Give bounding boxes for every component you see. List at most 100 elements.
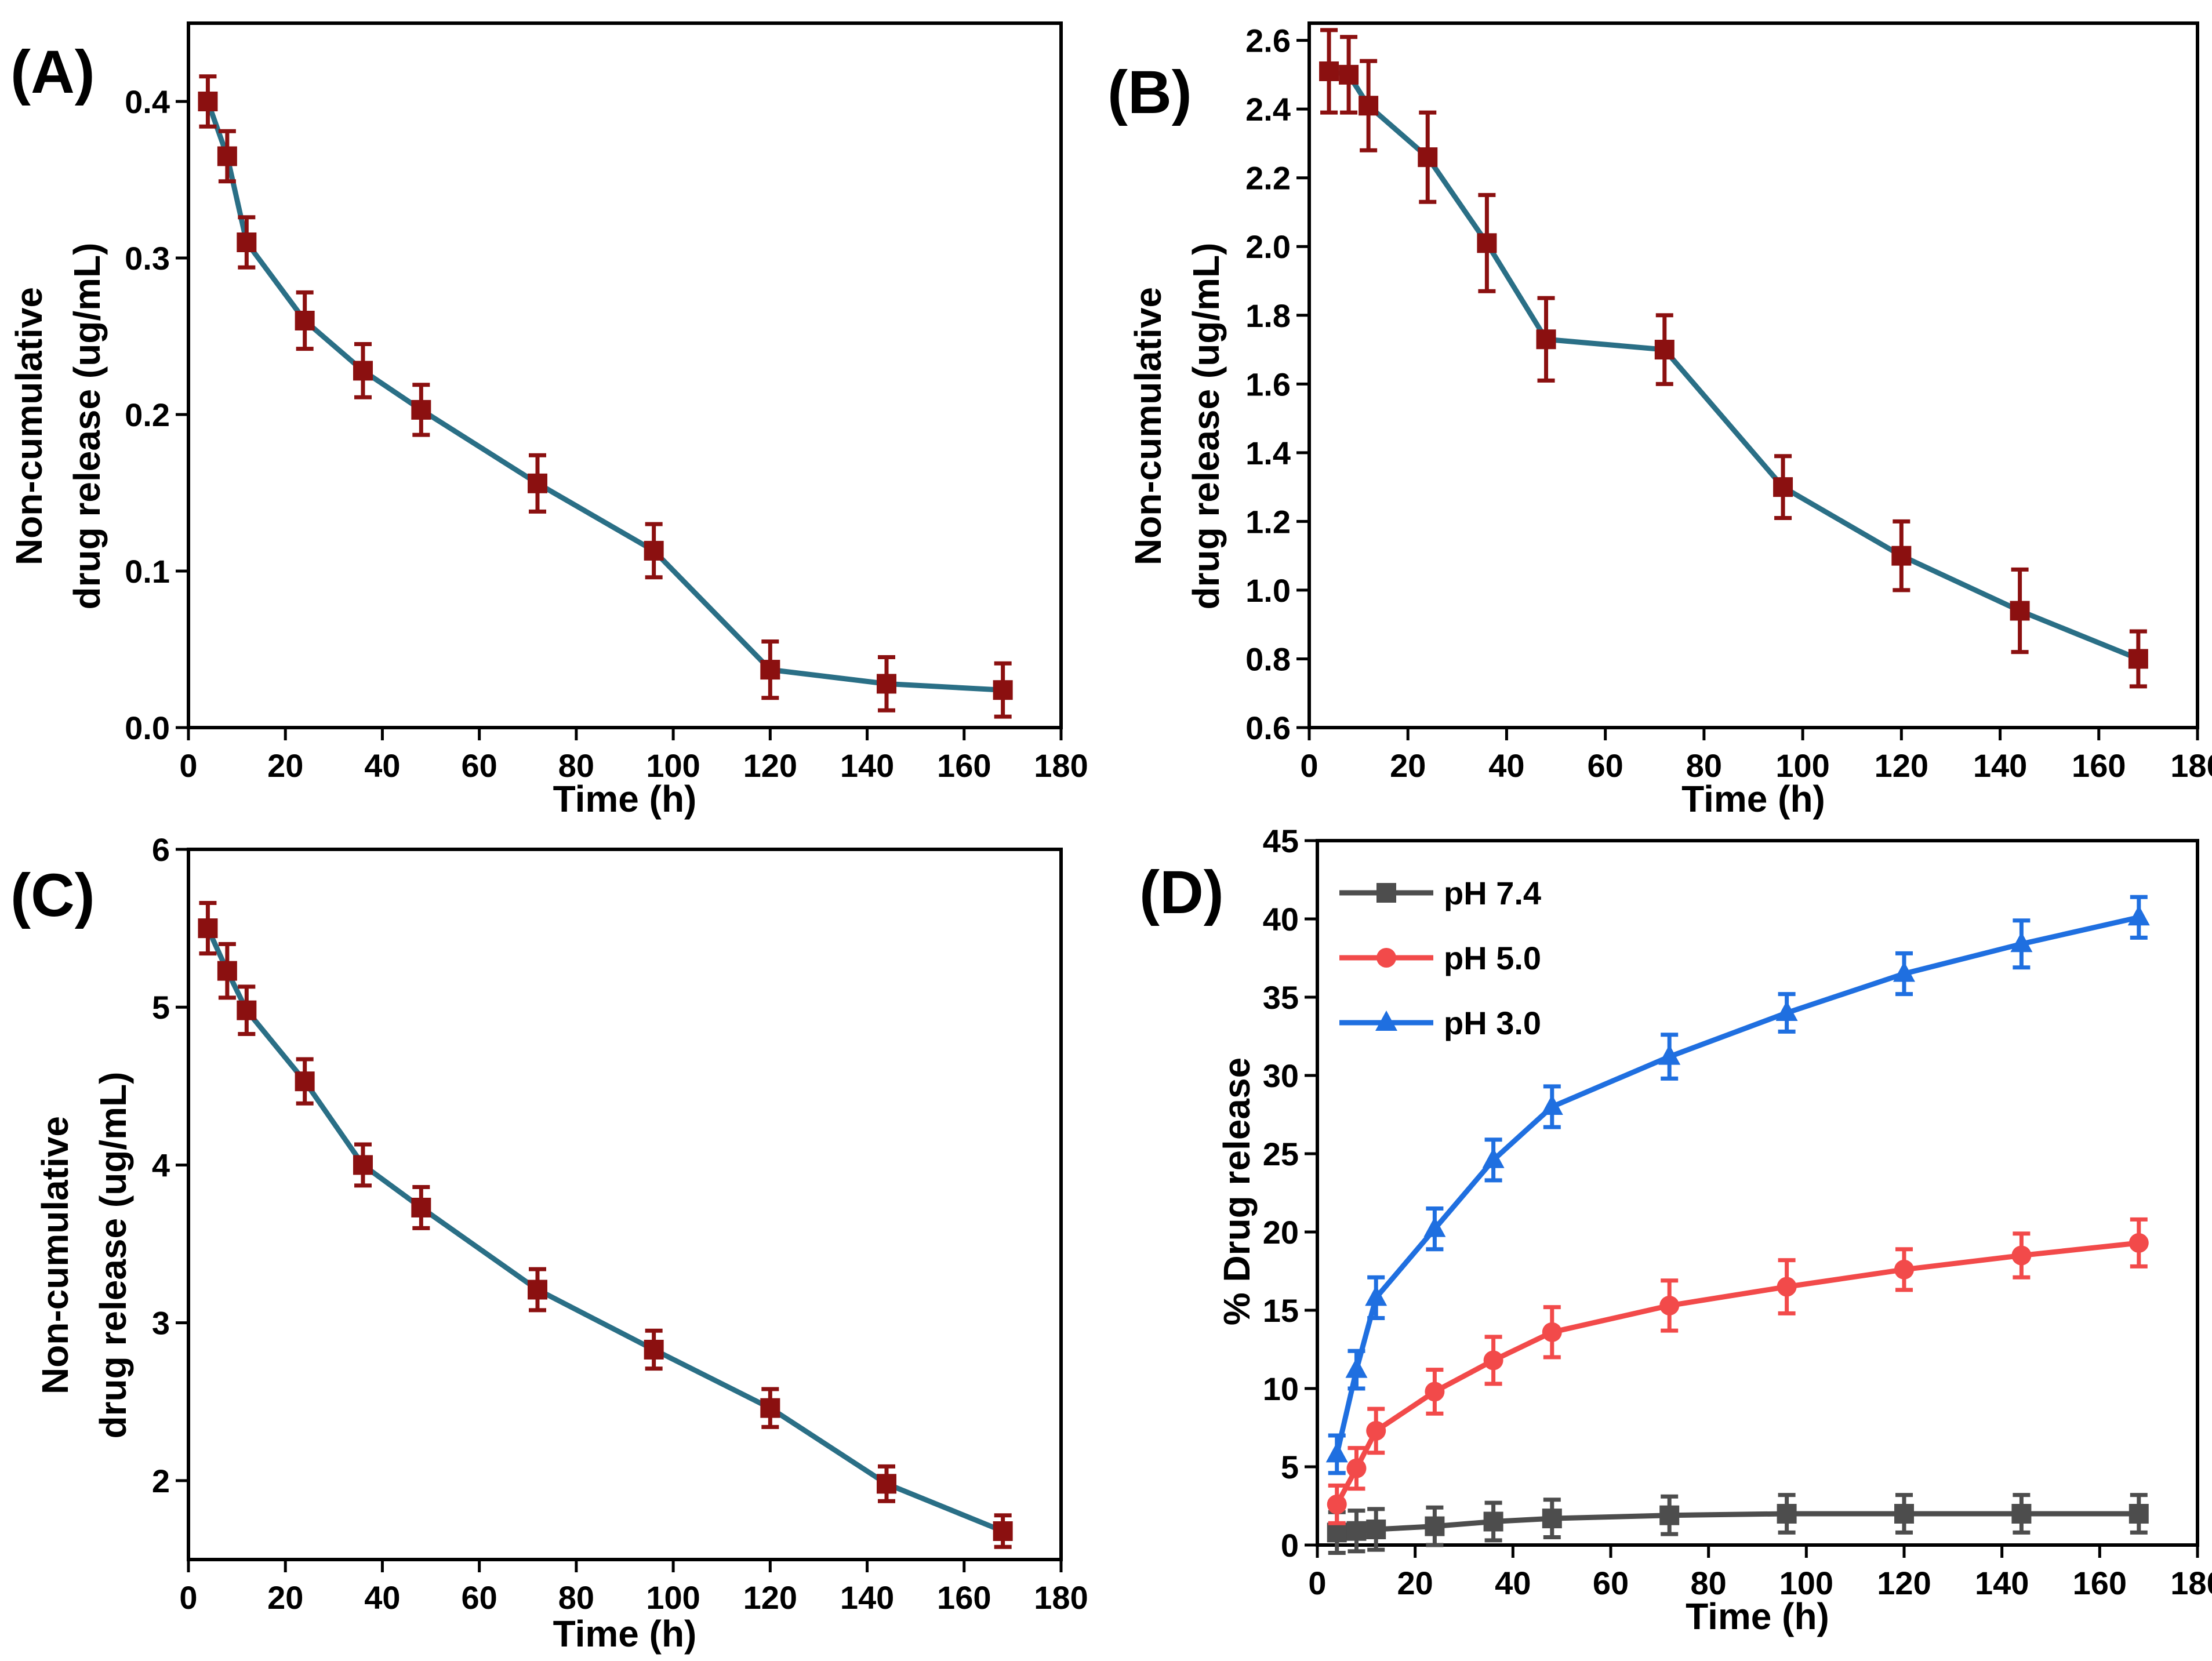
y-tick-label: 0.3: [125, 240, 170, 277]
x-tick-label: 60: [1593, 1565, 1629, 1601]
data-point: [198, 918, 218, 939]
data-point: [644, 540, 664, 561]
data-point: [993, 680, 1013, 700]
data-point: [1659, 1505, 1680, 1525]
x-axis-label: Time (h): [1686, 1595, 1829, 1637]
y-axis-label: drug release (ug/mL): [66, 243, 108, 610]
data-point: [1894, 1504, 1914, 1524]
data-point: [1483, 1350, 1503, 1371]
data-point: [1658, 1044, 1681, 1065]
y-tick-label: 0.2: [125, 397, 170, 433]
data-point: [1482, 1147, 1505, 1168]
series-ph-3.0: [1325, 895, 2150, 1475]
data-point: [1891, 546, 1912, 566]
data-point: [2128, 649, 2148, 669]
x-tick-label: 60: [1588, 747, 1623, 784]
x-tick-label: 120: [743, 1579, 797, 1616]
x-tick-label: 140: [840, 747, 894, 784]
y-tick-label: 10: [1263, 1371, 1299, 1407]
y-tick-label: 1.0: [1245, 572, 1291, 609]
data-point: [2010, 601, 2030, 621]
data-point: [1319, 61, 1339, 81]
data-point: [1418, 147, 1438, 168]
data-point: [528, 1280, 547, 1300]
x-tick-label: 160: [2073, 1565, 2127, 1601]
y-tick-label: 25: [1263, 1136, 1299, 1172]
y-tick-label: 2: [152, 1463, 170, 1499]
legend-label: pH 5.0: [1444, 940, 1541, 976]
data-point: [1541, 1095, 1563, 1115]
y-tick-label: 15: [1263, 1292, 1299, 1329]
x-tick-label: 120: [743, 747, 797, 784]
x-tick-label: 160: [937, 1579, 991, 1616]
x-tick-label: 60: [462, 1579, 497, 1616]
x-tick-label: 0: [179, 747, 197, 784]
panel-c: 0 20 40 60 80 100 120 140 160 180 2 3 4 5 6 (C) Time (h)…: [10, 831, 1088, 1655]
data-point: [1483, 1511, 1503, 1532]
x-tick-label: 20: [267, 1579, 303, 1616]
x-tick-label: 180: [2170, 747, 2212, 784]
y-tick-label: 2.4: [1245, 91, 1291, 128]
y-tick-label: 30: [1263, 1057, 1299, 1094]
data-point: [1325, 1442, 1348, 1463]
y-tick-label: 6: [152, 831, 170, 868]
data-point: [1477, 233, 1497, 253]
y-axis-label: Non-cumulative: [34, 1116, 76, 1394]
data-point: [760, 1398, 780, 1418]
y-tick-label: 0.8: [1245, 641, 1291, 677]
y-tick-label: 5: [1281, 1449, 1299, 1485]
y-axis-label: drug release (ug/mL): [1185, 243, 1227, 610]
data-point: [2129, 1233, 2149, 1253]
x-tick-label: 100: [646, 747, 700, 784]
y-tick-label: 4: [152, 1147, 170, 1183]
x-tick-label: 40: [364, 747, 400, 784]
x-tick-label: 140: [840, 1579, 894, 1616]
data-point: [1359, 96, 1379, 116]
x-tick-label: 0: [179, 1579, 197, 1616]
x-axis-label: Time (h): [1681, 778, 1825, 820]
legend-marker: [1375, 1011, 1397, 1031]
y-tick-label: 1.4: [1245, 435, 1291, 471]
x-tick-label: 100: [1775, 747, 1829, 784]
data-point: [353, 1155, 373, 1175]
data-point: [1346, 1458, 1367, 1478]
x-tick-label: 140: [1975, 1565, 2029, 1601]
y-tick-label: 40: [1263, 901, 1299, 937]
x-tick-label: 100: [646, 1579, 700, 1616]
x-axis-label: Time (h): [553, 1613, 697, 1655]
legend-label: pH 3.0: [1444, 1005, 1541, 1041]
data-point: [877, 674, 896, 694]
panel-label: (A): [10, 38, 95, 106]
x-tick-label: 160: [937, 747, 991, 784]
data-point: [411, 399, 431, 420]
data-point: [2129, 1504, 2149, 1524]
data-point: [2010, 932, 2033, 953]
data-point: [1366, 1420, 1386, 1441]
x-axis-label: Time (h): [553, 778, 697, 820]
x-tick-label: 120: [1875, 747, 1928, 784]
y-tick-label: 5: [152, 989, 170, 1026]
y-axis-label: % Drug release: [1216, 1057, 1258, 1325]
series-0: [198, 901, 1013, 1549]
y-axis-label: Non-cumulative: [8, 287, 50, 565]
panel-label: (C): [10, 862, 95, 929]
x-tick-label: 20: [1397, 1565, 1433, 1601]
data-point: [1775, 1001, 1798, 1021]
data-point: [1893, 961, 1915, 982]
data-point: [295, 311, 315, 330]
series-line: [205, 927, 1004, 1534]
y-axis-label: Non-cumulative: [1127, 287, 1169, 565]
data-point: [1327, 1522, 1347, 1543]
x-tick-label: 20: [267, 747, 303, 784]
y-tick-label: 2.6: [1245, 23, 1291, 59]
data-point: [295, 1071, 315, 1092]
data-point: [1425, 1516, 1445, 1536]
y-tick-label: 1.6: [1245, 366, 1291, 402]
x-tick-label: 160: [2072, 747, 2126, 784]
panel-d: 0 20 40 60 80 100 120 140 160 180 0 5 10 15 20 25 30 35 40…: [1139, 823, 2212, 1637]
y-tick-label: 20: [1263, 1214, 1299, 1251]
panel-b: 0 20 40 60 80 100 120 140 160 180 0.6 0.8 1.0 1.2 1.4 1…: [1107, 21, 2212, 820]
series-line: [1334, 914, 2140, 1455]
series-0: [198, 74, 1013, 719]
data-point: [217, 961, 237, 981]
